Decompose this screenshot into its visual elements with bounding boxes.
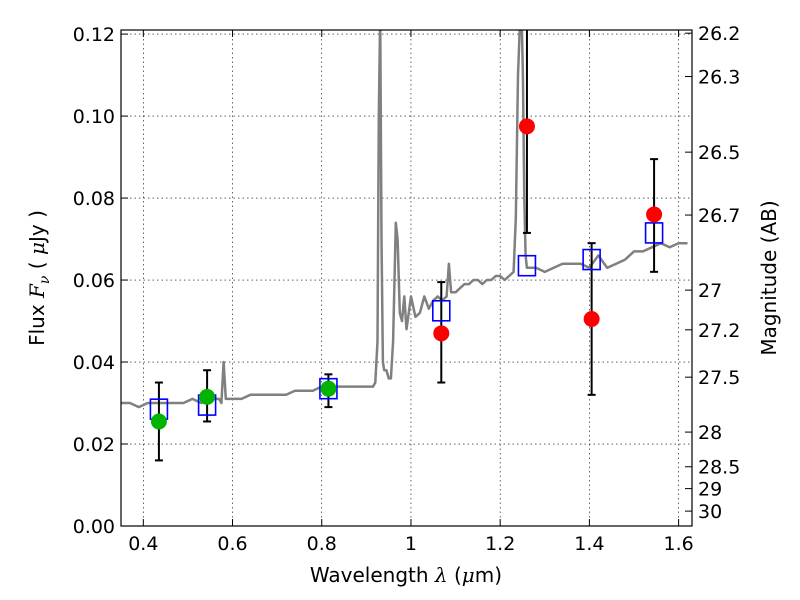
model-square-marker xyxy=(517,254,537,277)
x-tick-label: 0.4 xyxy=(128,533,158,555)
x-tick-label: 1.6 xyxy=(664,533,694,555)
grid xyxy=(121,30,692,527)
y-tick-label: 0.12 xyxy=(73,24,115,46)
y2-tick-label: 26.5 xyxy=(698,142,740,164)
x-tick-label: 0.8 xyxy=(307,533,337,555)
y2-tick-label: 27.2 xyxy=(698,320,740,342)
y-tick-label: 0.10 xyxy=(73,106,115,128)
y-axis-label: Flux Fν ( μJy ) xyxy=(25,210,53,346)
axis-ticks: 0.4 0.6 0.8 1 1.2 1.4 1.6 0.00 0.02 0.04 0.06 0.08 0… xyxy=(73,23,741,555)
model-square-marker xyxy=(319,377,338,400)
spectrum-layer xyxy=(121,30,688,409)
observed-flux-point xyxy=(199,388,216,405)
observed-flux-point xyxy=(646,206,663,223)
y2-tick-label: 26.3 xyxy=(698,67,740,89)
y2-tick-label: 26.2 xyxy=(698,23,740,45)
x-axis-label: Wavelength λ (μm) xyxy=(310,563,502,587)
y2-tick-label: 27.5 xyxy=(698,367,740,389)
model-square-marker xyxy=(644,222,664,244)
y2-tick-label: 28 xyxy=(698,422,722,444)
y2-axis-label: Magnitude (AB) xyxy=(757,200,781,355)
errorbar-layer xyxy=(154,30,659,462)
observed-flux-point xyxy=(150,413,167,430)
observed-flux-point xyxy=(433,325,450,342)
y2-tick-label: 27 xyxy=(698,280,722,302)
y2-tick-label: 29 xyxy=(698,479,722,501)
y-tick-label: 0.00 xyxy=(73,516,115,538)
marker-layer xyxy=(149,118,664,430)
model-square-marker xyxy=(431,299,451,322)
model-square-marker xyxy=(582,248,601,271)
observed-flux-point xyxy=(518,118,535,135)
y2-tick-label: 28.5 xyxy=(698,457,740,479)
y-tick-label: 0.06 xyxy=(73,270,115,292)
x-tick-label: 0.6 xyxy=(217,533,247,555)
observed-flux-point xyxy=(583,310,600,327)
y-tick-label: 0.08 xyxy=(73,188,115,210)
plot-frame xyxy=(120,29,693,527)
y-tick-label: 0.04 xyxy=(73,352,115,374)
y-tick-label: 0.02 xyxy=(73,434,115,456)
x-tick-label: 1.4 xyxy=(574,533,604,555)
model-spectrum-line xyxy=(121,30,688,409)
y2-tick-label: 26.7 xyxy=(698,205,740,227)
observed-flux-point xyxy=(320,380,337,397)
y2-tick-label: 30 xyxy=(698,501,722,523)
x-tick-label: 1 xyxy=(405,533,417,555)
x-tick-label: 1.2 xyxy=(485,533,515,555)
